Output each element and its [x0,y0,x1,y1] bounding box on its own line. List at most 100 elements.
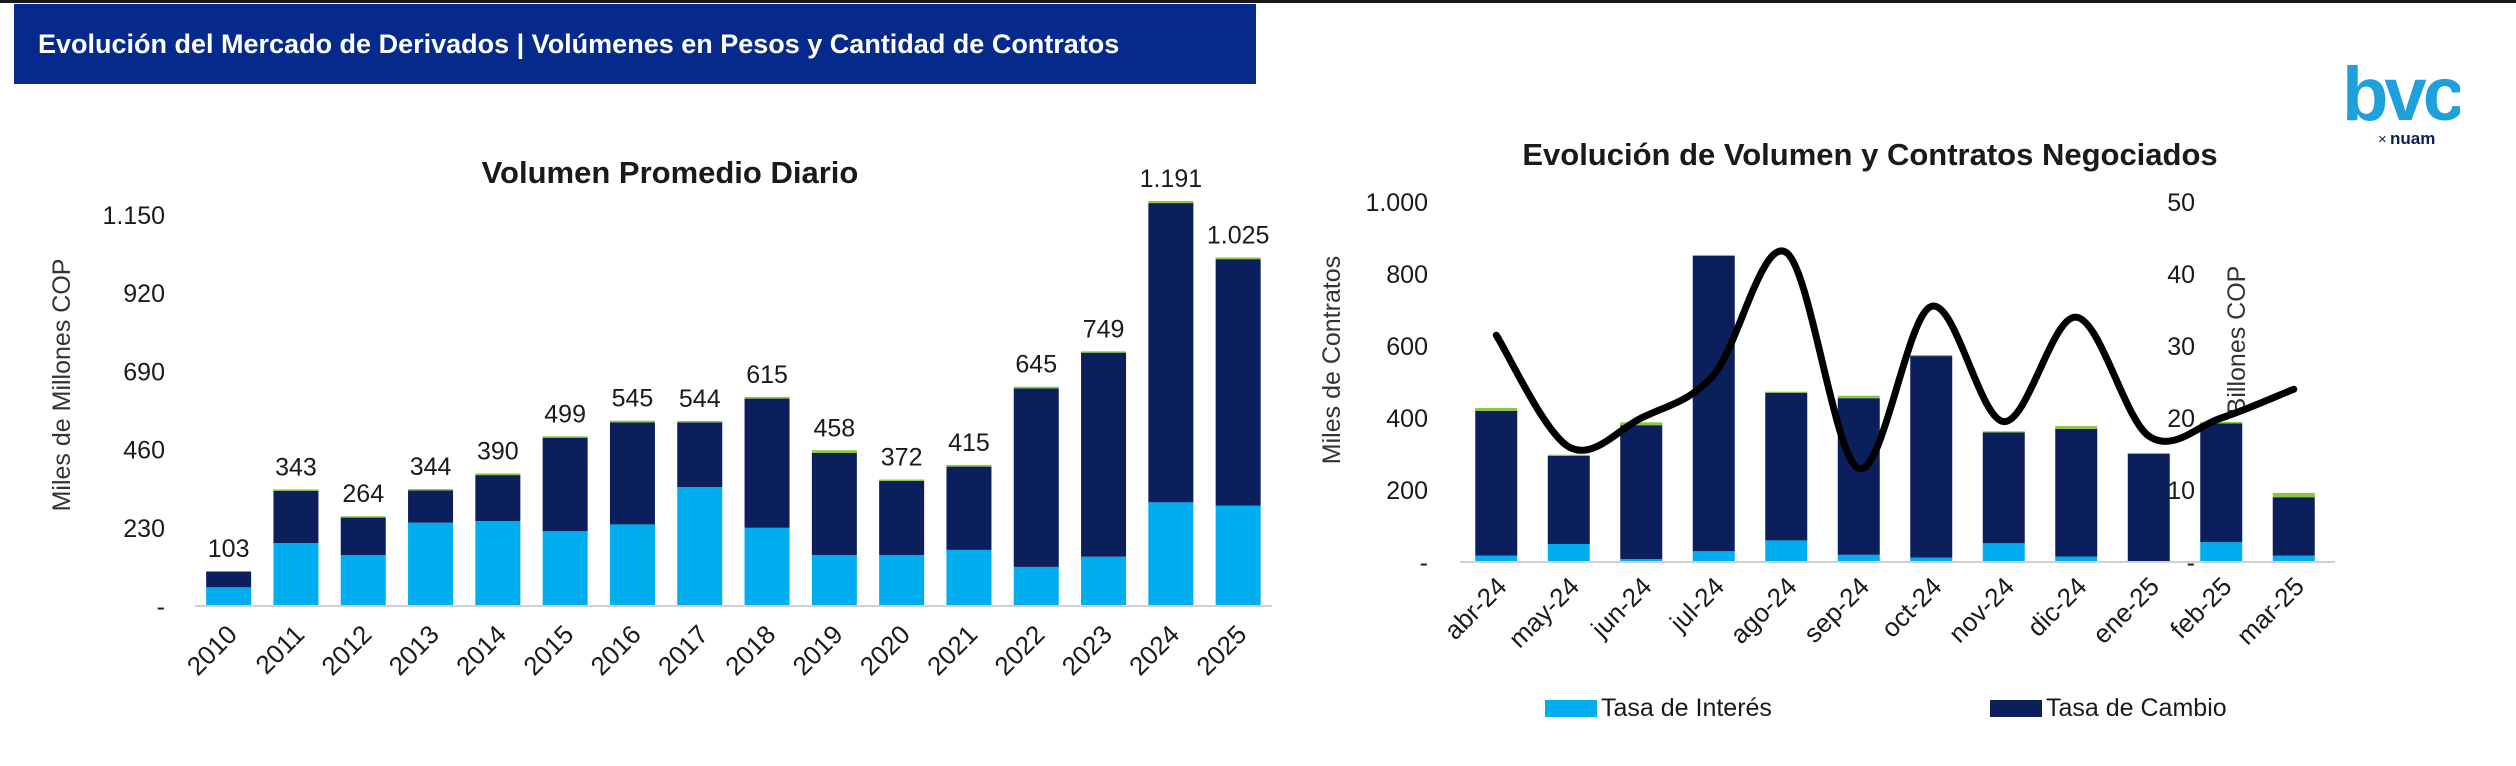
bar-total-label: 1.191 [1140,165,1203,193]
chart2-y2-tick: 10 [2167,477,2195,505]
volumen-promedio-diario-chart: Volumen Promedio Diario Miles de Millone… [48,155,1272,681]
bar-may-24-otros [1547,454,1590,456]
chart2-y-tick: 400 [1386,405,1428,433]
bar-2011-tasa-de-interés [273,543,319,606]
bar-2016-tasa-de-cambio [609,422,655,525]
chart1-title: Volumen Promedio Diario [482,155,859,190]
bar-2025-tasa-de-cambio [1215,259,1261,506]
bar-feb-25-tasa-de-interés [2200,542,2243,562]
bar-2019-tasa-de-interés [811,555,857,606]
bar-2019-otros [811,450,857,453]
chart2-y2-tick: 20 [2167,405,2195,433]
x-tick-label: jul-24 [1663,571,1730,638]
chart1-y-tick: 1.150 [102,202,165,230]
bar-2022-otros [1013,386,1059,389]
bar-2020-tasa-de-cambio [879,480,925,555]
bar-2021-tasa-de-interés [946,549,992,606]
bar-2010-tasa-de-interés [206,587,252,606]
bar-abr-24-tasa-de-cambio [1475,410,1518,556]
x-tick-label: dic-24 [2021,571,2092,642]
x-tick-label: 2025 [1190,619,1252,681]
x-tick-label: ene-25 [2087,571,2165,649]
bar-2016-tasa-de-interés [609,524,655,606]
bar-2024-otros [1148,201,1194,204]
bar-jun-24-otros [1620,422,1663,426]
logo-brand: bvc [2342,52,2460,137]
bar-total-label: 499 [544,400,586,428]
bar-2021-otros [946,464,992,467]
chart2-y-tick: 1.000 [1365,189,1428,217]
volumen-line [1492,247,2298,472]
bar-2013-tasa-de-cambio [408,490,454,523]
bar-feb-25-tasa-de-cambio [2200,423,2243,543]
x-tick-label: abr-24 [1438,571,1512,645]
legend-label-tasa-de-interés: Tasa de Interés [1601,694,1772,722]
bar-2014-tasa-de-interés [475,521,521,606]
chart2-y-axis-label: Miles de Contratos [1318,256,1346,464]
bar-2015-tasa-de-cambio [542,437,588,532]
top-rule [0,0,2516,3]
chart1-y-tick: 920 [123,280,165,308]
bar-feb-25-otros [2200,421,2243,424]
x-tick-label: 2011 [249,619,310,680]
chart2-y2-tick: 40 [2167,261,2195,289]
bar-ago-24-otros [1765,391,1808,393]
bar-2020-tasa-de-interés [879,555,925,606]
x-tick-label: 2019 [786,619,848,681]
bar-2010-tasa-de-cambio [206,571,252,588]
bar-jul-24-otros [1692,254,1735,256]
legend-swatch-tasa-de-interés [1545,700,1597,717]
bar-2014-tasa-de-cambio [475,475,521,521]
chart2-y2-tick: 30 [2167,333,2195,361]
bar-nov-24-tasa-de-interés [1982,543,2025,562]
page-title-banner: Evolución del Mercado de Derivados | Vol… [14,4,1256,84]
bar-2025-otros [1215,257,1261,260]
chart2-y-tick: 600 [1386,333,1428,361]
x-tick-label: ago-24 [1724,571,1802,649]
bar-dic-24-tasa-de-interés [2055,556,2098,562]
x-tick-label: 2010 [181,619,243,681]
x-tick-label: mar-25 [2231,571,2310,650]
bar-2013-tasa-de-interés [408,522,454,606]
chart1-y-axis-label: Miles de Millones COP [48,259,76,512]
legend-label-tasa-de-cambio: Tasa de Cambio [2046,694,2227,722]
bar-2012-tasa-de-interés [340,555,386,606]
bar-ago-24-tasa-de-interés [1765,540,1808,562]
x-tick-label: 2023 [1056,619,1118,681]
bar-2011-tasa-de-cambio [273,490,319,544]
bar-2023-otros [1081,351,1127,353]
evolucion-volumen-contratos-chart: Evolución de Volumen y Contratos Negocia… [1318,137,2335,722]
bar-may-24-tasa-de-interés [1547,544,1590,562]
bar-2024-tasa-de-interés [1148,502,1194,606]
legend-swatch-tasa-de-cambio [1990,700,2042,717]
bar-ene-25-otros [2127,452,2170,454]
bar-total-label: 372 [881,444,923,472]
bar-total-label: 545 [612,385,654,413]
x-tick-label: may-24 [1502,571,1585,654]
bar-2013-otros [408,489,454,491]
bar-2017-tasa-de-interés [677,487,723,606]
chart1-y-tick: 460 [123,437,165,465]
bar-2012-otros [340,516,386,518]
page-title: Evolución del Mercado de Derivados | Vol… [38,28,1120,59]
x-tick-label: 2021 [921,619,983,681]
bvc-logo: bvc × nuam [2342,52,2460,148]
bar-sep-24-tasa-de-interés [1837,554,1880,562]
x-tick-label: 2022 [988,619,1050,681]
bar-2012-tasa-de-cambio [340,517,386,555]
bar-total-label: 344 [410,453,452,481]
bar-ago-24-tasa-de-cambio [1765,392,1808,541]
bar-dic-24-otros [2055,425,2098,429]
chart2-y-tick: - [1420,549,1428,577]
x-tick-label: 2024 [1123,619,1185,681]
chart2-title: Evolución de Volumen y Contratos Negocia… [1522,137,2217,172]
logo-sub: nuam [2390,129,2435,148]
bar-2025-tasa-de-interés [1215,505,1261,606]
bar-total-label: 343 [275,453,317,481]
x-tick-label: sep-24 [1798,571,1875,648]
x-tick-label: 2015 [517,619,579,681]
bar-total-label: 645 [1015,351,1057,379]
logo-prefix: × [2378,131,2387,148]
bar-mar-25-tasa-de-cambio [2272,497,2315,556]
bar-total-label: 103 [208,535,250,563]
